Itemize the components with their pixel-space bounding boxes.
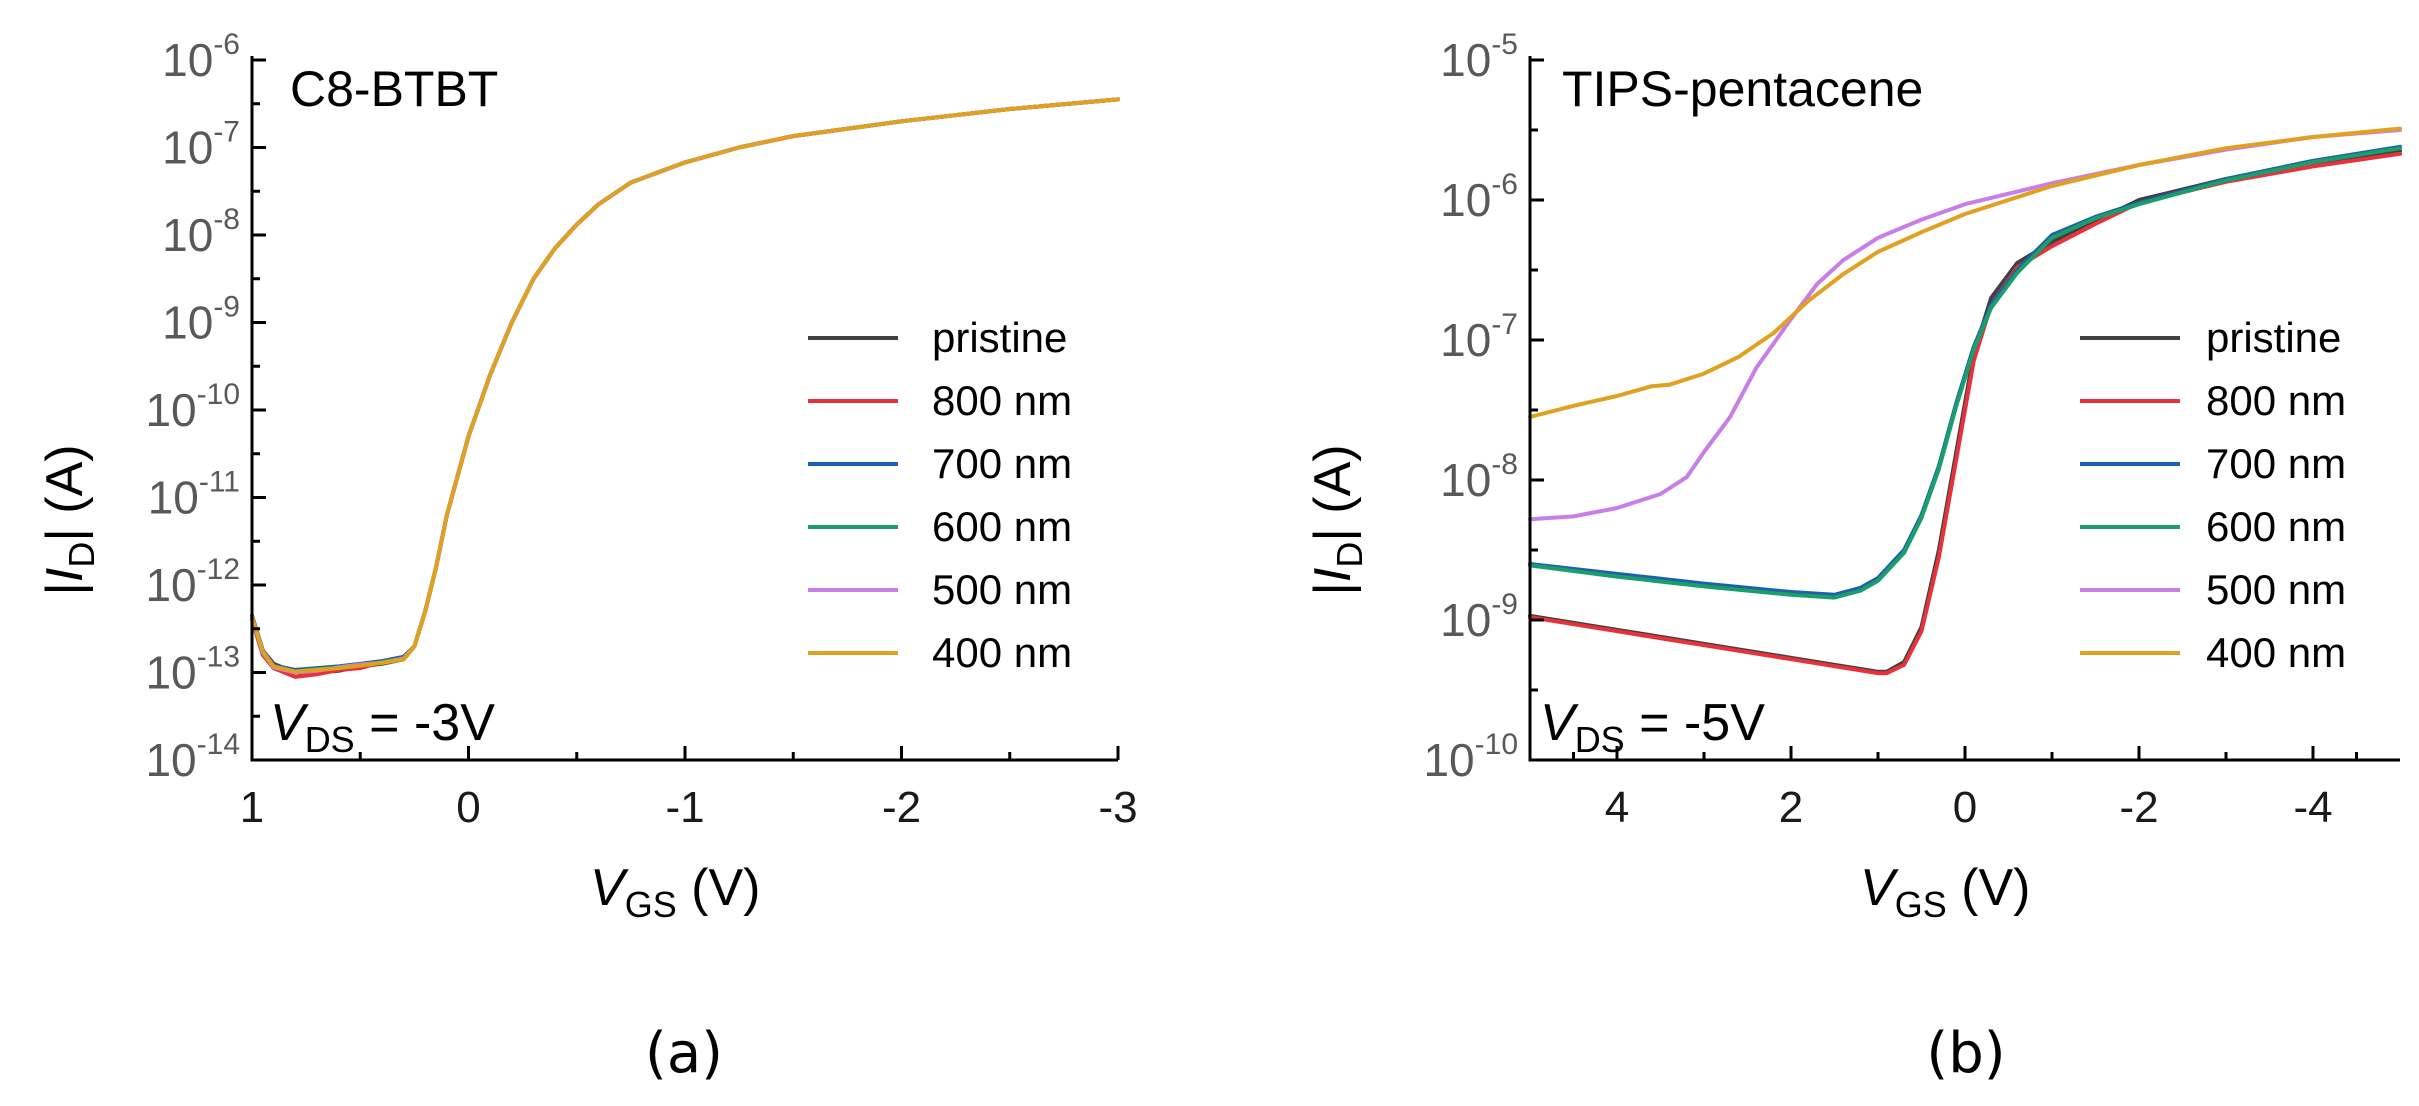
panel-b-xlabel: VGS (V) <box>1860 859 2030 925</box>
panel-a-ytick-label: 10-7 <box>162 116 240 174</box>
panel-a-ylabel-post: | (A) <box>36 444 94 541</box>
panel-a-annotation-sub: DS <box>305 719 355 760</box>
panel-b-ylabel-post: | (A) <box>1304 444 1362 541</box>
panel-b-annotation: VDS = -5V <box>1540 694 1765 760</box>
panel-b-ylabel-pre: | <box>1304 582 1362 596</box>
panel-b-legend-label: pristine <box>2206 314 2341 361</box>
panel-a-xtick-label: -2 <box>882 783 921 832</box>
panel-a-ylabel-pre: | <box>36 582 94 596</box>
panel-b-series-600-nm <box>1528 146 2402 600</box>
panel-b-annotation-rest: = -5V <box>1625 694 1765 752</box>
panel-a-series-400-nm <box>250 97 1120 674</box>
panel-b-legend-label: 800 nm <box>2206 377 2346 424</box>
panel-a-xlabel-unit: (V) <box>677 859 761 917</box>
panel-b-title: TIPS-pentacene <box>1562 61 1923 117</box>
panel-b-xlabel-main: V <box>1860 859 1899 917</box>
panel-b-legend-label: 500 nm <box>2206 566 2346 613</box>
panel-b-xtick-label: 2 <box>1779 783 1803 832</box>
panel-b-legend-label: 600 nm <box>2206 503 2346 550</box>
panel-a-title: C8-BTBT <box>290 61 498 117</box>
panel-a-ytick-label: 10-9 <box>162 291 240 349</box>
panel-a-ylabel: |ID| (A) <box>36 444 102 595</box>
panel-a-legend-label: 600 nm <box>932 503 1072 550</box>
panel-a-xlabel-sub: GS <box>625 884 677 925</box>
panel-b-ytick-label: 10-10 <box>1423 728 1518 786</box>
panel-a-ytick-label: 10-11 <box>148 466 240 524</box>
panel-a-legend-label: 500 nm <box>932 566 1072 613</box>
panel-a-legend-label: 400 nm <box>932 629 1072 676</box>
panel-a-ylabel-main: I <box>36 568 94 582</box>
panel-b-annotation-sub: DS <box>1575 719 1625 760</box>
panel-b-legend-label: 700 nm <box>2206 440 2346 487</box>
panel-a-xlabel: VGS (V) <box>590 859 760 925</box>
panel-a-caption: (a) <box>645 1021 723 1086</box>
panel-b-xtick-label: -2 <box>2119 783 2158 832</box>
panel-b-ytick-label: 10-7 <box>1440 308 1518 366</box>
panel-b-ylabel-sub: D <box>1329 542 1370 568</box>
panel-a-legend-label: 800 nm <box>932 377 1072 424</box>
panel-a-legend-label: pristine <box>932 314 1067 361</box>
panel-b-caption: (b) <box>1926 1021 2005 1086</box>
panel-a-ytick-label: 10-8 <box>162 203 240 261</box>
panel-a-annotation-main: V <box>270 694 309 752</box>
panel-a-ytick-label: 10-12 <box>145 553 240 611</box>
panel-a-ytick-label: 10-6 <box>162 28 240 86</box>
panel-b-xtick-label: 4 <box>1605 783 1629 832</box>
panel-b-ytick-label: 10-8 <box>1440 448 1518 506</box>
panel-b-ylabel: |ID| (A) <box>1304 444 1370 595</box>
panel-b-xlabel-sub: GS <box>1895 884 1947 925</box>
panel-a-xtick-label: 0 <box>456 783 480 832</box>
panel-a-xtick-label: -1 <box>665 783 704 832</box>
panel-b-legend-label: 400 nm <box>2206 629 2346 676</box>
panel-a-xtick-label: -3 <box>1098 783 1137 832</box>
panel-b-xtick-label: 0 <box>1953 783 1977 832</box>
panel-a-legend-label: 700 nm <box>932 440 1072 487</box>
panel-b-ytick-label: 10-5 <box>1440 28 1518 86</box>
panel-b: 10-5 10-6 10-7 10-8 10-9 10-10 4 2 0 -2 -4 TIPS-pe… <box>1304 28 2402 1086</box>
panel-b-series-400-nm <box>1528 126 2402 419</box>
panel-a-annotation-rest: = -3V <box>355 694 495 752</box>
panel-a-ytick-label: 10-14 <box>145 728 240 786</box>
panel-b-ylabel-main: I <box>1304 568 1362 582</box>
panel-b-annotation-main: V <box>1540 694 1579 752</box>
panel-a-ytick-label: 10-10 <box>145 378 240 436</box>
panel-a-annotation: VDS = -3V <box>270 694 495 760</box>
panel-b-ytick-label: 10-9 <box>1440 588 1518 646</box>
panel-b-xtick-label: -4 <box>2293 783 2332 832</box>
panel-b-ytick-label: 10-6 <box>1440 168 1518 226</box>
panel-a-ytick-label: 10-13 <box>145 641 240 699</box>
panel-a-xlabel-main: V <box>590 859 629 917</box>
panel-a-ylabel-sub: D <box>61 542 102 568</box>
panel-a-xtick-label: 1 <box>240 783 264 832</box>
panel-b-xlabel-unit: (V) <box>1947 859 2031 917</box>
panel-a: 10-610-710-810-910-1010-1110-1210-1310-1… <box>36 28 1138 1086</box>
